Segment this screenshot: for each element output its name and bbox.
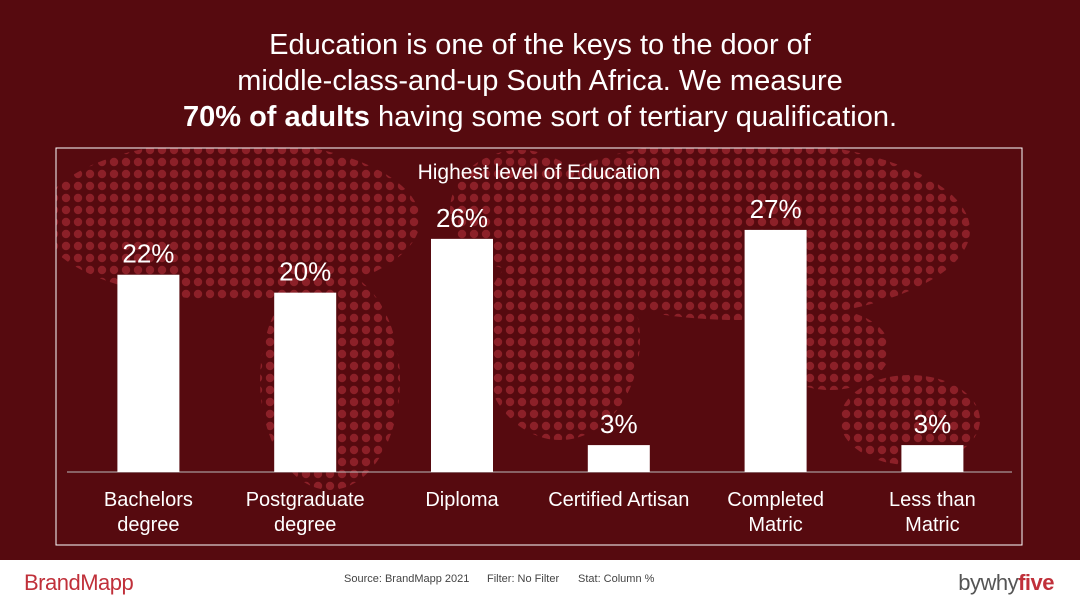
bar <box>431 238 493 472</box>
x-tick-label: Postgraduate degree <box>245 489 365 536</box>
bar <box>587 445 650 472</box>
stat: Stat: Column % <box>578 573 655 585</box>
value-label: 3% <box>914 409 952 439</box>
x-tick-label: Diploma <box>425 489 499 511</box>
bar <box>117 274 180 472</box>
chart-frame <box>55 147 1023 546</box>
source: Source: BrandMapp 2021 <box>344 573 470 585</box>
value-label: 3% <box>600 409 638 439</box>
x-tick-label: Certified Artisan <box>548 489 690 511</box>
x-tick-label: Bachelors degree <box>103 489 193 536</box>
value-label: 20% <box>279 257 331 287</box>
logo-part: why <box>980 570 1019 595</box>
brand-logo: BrandMapp <box>24 570 134 595</box>
footer: BrandMapp Source: BrandMapp 2021 Filter:… <box>0 560 1080 608</box>
x-tick-label: Less than Matric <box>889 489 976 536</box>
slide: Highest level of Education 22% 20% 26% 3% 27… <box>0 0 1080 560</box>
partner-logo: bywhyfive <box>958 570 1054 596</box>
headline: having some sort of tertiary qualificati… <box>377 101 898 133</box>
headline: middle-class-and-up South Africa. We mea… <box>237 65 843 97</box>
filter: Filter: No Filter <box>487 573 560 585</box>
chart: Highest level of Education 22% 20% 26% 3% 27… <box>55 147 1023 546</box>
logo-part: five <box>1018 570 1054 595</box>
headline-bold: 70% of adults <box>182 101 370 133</box>
headline: 70% of adults having some sort of tertia… <box>0 99 1080 135</box>
chart-title: Highest level of Education <box>418 161 661 184</box>
bar <box>901 445 964 472</box>
value-label: 27% <box>750 194 802 224</box>
bar <box>274 292 337 472</box>
x-tick-label: Completed Matric <box>727 489 824 536</box>
value-label: 26% <box>436 203 488 233</box>
map-dots <box>56 148 1022 545</box>
bar <box>744 229 807 472</box>
logo-part: by <box>958 570 981 595</box>
headline: Education is one of the keys to the door… <box>269 29 811 61</box>
value-label: 22% <box>122 239 174 269</box>
